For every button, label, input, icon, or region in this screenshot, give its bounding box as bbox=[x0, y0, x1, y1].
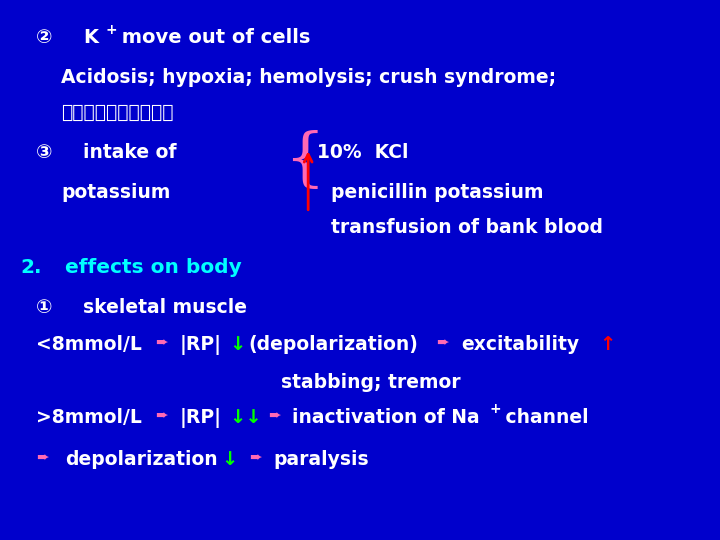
Text: ➨: ➨ bbox=[155, 335, 168, 350]
Text: depolarization: depolarization bbox=[65, 450, 217, 469]
Text: +: + bbox=[490, 402, 501, 415]
Text: <8mmol/L: <8mmol/L bbox=[36, 335, 142, 354]
Text: intake of: intake of bbox=[83, 143, 176, 162]
Text: skeletal muscle: skeletal muscle bbox=[83, 298, 247, 317]
Text: Acidosis; hypoxia; hemolysis; crush syndrome;: Acidosis; hypoxia; hemolysis; crush synd… bbox=[61, 68, 557, 87]
Text: ↑: ↑ bbox=[599, 335, 616, 354]
Text: ➨: ➨ bbox=[36, 450, 49, 465]
Text: ③: ③ bbox=[36, 143, 53, 162]
Text: penicillin potassium: penicillin potassium bbox=[331, 183, 544, 202]
Text: ➨: ➨ bbox=[269, 408, 282, 423]
Text: |RP|: |RP| bbox=[180, 408, 222, 428]
Text: paralysis: paralysis bbox=[274, 450, 369, 469]
Text: |RP|: |RP| bbox=[180, 335, 222, 355]
Text: ↓↓: ↓↓ bbox=[229, 408, 261, 427]
Text: potassium: potassium bbox=[61, 183, 171, 202]
Text: ①: ① bbox=[36, 298, 53, 317]
Text: inactivation of Na: inactivation of Na bbox=[292, 408, 480, 427]
Text: ↓: ↓ bbox=[229, 335, 246, 354]
Text: 高钾血症型周期性麻痹: 高钾血症型周期性麻痹 bbox=[61, 103, 174, 122]
Text: K: K bbox=[83, 28, 98, 47]
Text: +: + bbox=[106, 23, 117, 37]
Text: effects on body: effects on body bbox=[65, 258, 241, 277]
Text: {: { bbox=[284, 131, 325, 192]
Text: ②: ② bbox=[36, 28, 53, 47]
Text: stabbing; tremor: stabbing; tremor bbox=[281, 373, 460, 392]
Text: move out of cells: move out of cells bbox=[115, 28, 310, 47]
Text: ↓: ↓ bbox=[221, 450, 238, 469]
Text: ➨: ➨ bbox=[155, 408, 168, 423]
Text: channel: channel bbox=[499, 408, 588, 427]
Text: >8mmol/L: >8mmol/L bbox=[36, 408, 142, 427]
Text: excitability: excitability bbox=[461, 335, 579, 354]
Text: transfusion of bank blood: transfusion of bank blood bbox=[331, 218, 603, 237]
Text: 10%  KCl: 10% KCl bbox=[317, 143, 408, 162]
Text: 2.: 2. bbox=[20, 258, 42, 277]
Text: ➨: ➨ bbox=[249, 450, 262, 465]
Text: (depolarization): (depolarization) bbox=[248, 335, 418, 354]
Text: ➨: ➨ bbox=[436, 335, 449, 350]
